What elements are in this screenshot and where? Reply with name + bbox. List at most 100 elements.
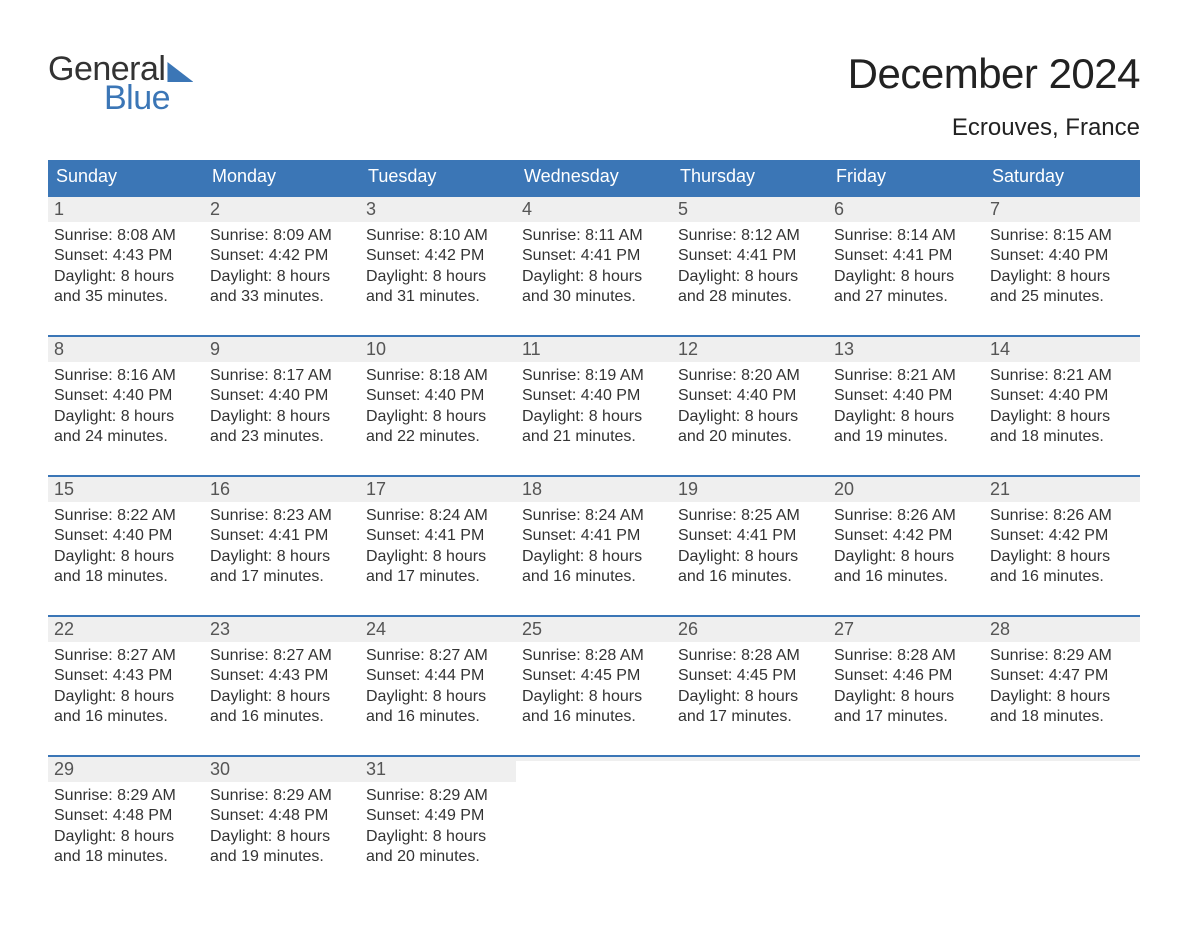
- day-number: 11: [516, 337, 672, 362]
- sunset-label: Sunset: 4:49 PM: [366, 806, 510, 826]
- day-number: 13: [828, 337, 984, 362]
- sunset-label: Sunset: 4:43 PM: [54, 666, 198, 686]
- day-body: Sunrise: 8:19 AMSunset: 4:40 PMDaylight:…: [516, 362, 672, 466]
- calendar-week: 22Sunrise: 8:27 AMSunset: 4:43 PMDayligh…: [48, 615, 1140, 755]
- calendar-week: 15Sunrise: 8:22 AMSunset: 4:40 PMDayligh…: [48, 475, 1140, 615]
- daylight-label-line2: and 25 minutes.: [990, 287, 1134, 307]
- sunrise-label: Sunrise: 8:29 AM: [54, 786, 198, 806]
- day-body: Sunrise: 8:16 AMSunset: 4:40 PMDaylight:…: [48, 362, 204, 466]
- calendar-day: 3Sunrise: 8:10 AMSunset: 4:42 PMDaylight…: [360, 197, 516, 335]
- calendar-week: 1Sunrise: 8:08 AMSunset: 4:43 PMDaylight…: [48, 195, 1140, 335]
- daylight-label-line2: and 16 minutes.: [834, 567, 978, 587]
- day-number: 31: [360, 757, 516, 782]
- daylight-label-line1: Daylight: 8 hours: [990, 547, 1134, 567]
- sunrise-label: Sunrise: 8:28 AM: [522, 646, 666, 666]
- day-body: Sunrise: 8:08 AMSunset: 4:43 PMDaylight:…: [48, 222, 204, 326]
- sunset-label: Sunset: 4:42 PM: [366, 246, 510, 266]
- daylight-label-line2: and 19 minutes.: [834, 427, 978, 447]
- day-body: Sunrise: 8:24 AMSunset: 4:41 PMDaylight:…: [516, 502, 672, 606]
- daylight-label-line2: and 16 minutes.: [366, 707, 510, 727]
- weekday-saturday: Saturday: [984, 160, 1140, 195]
- day-body: Sunrise: 8:15 AMSunset: 4:40 PMDaylight:…: [984, 222, 1140, 326]
- day-number: 17: [360, 477, 516, 502]
- day-number: 3: [360, 197, 516, 222]
- weekday-monday: Monday: [204, 160, 360, 195]
- day-number: 9: [204, 337, 360, 362]
- day-body: Sunrise: 8:20 AMSunset: 4:40 PMDaylight:…: [672, 362, 828, 466]
- sunrise-label: Sunrise: 8:26 AM: [834, 506, 978, 526]
- day-body: Sunrise: 8:28 AMSunset: 4:45 PMDaylight:…: [672, 642, 828, 746]
- sunset-label: Sunset: 4:41 PM: [522, 246, 666, 266]
- day-number: 25: [516, 617, 672, 642]
- brand-word-2: Blue: [104, 79, 193, 118]
- daylight-label-line2: and 16 minutes.: [210, 707, 354, 727]
- sunset-label: Sunset: 4:40 PM: [54, 386, 198, 406]
- day-number: 7: [984, 197, 1140, 222]
- day-body: Sunrise: 8:24 AMSunset: 4:41 PMDaylight:…: [360, 502, 516, 606]
- daylight-label-line2: and 21 minutes.: [522, 427, 666, 447]
- daylight-label-line2: and 16 minutes.: [522, 567, 666, 587]
- sunrise-label: Sunrise: 8:29 AM: [210, 786, 354, 806]
- weekday-wednesday: Wednesday: [516, 160, 672, 195]
- day-body: Sunrise: 8:26 AMSunset: 4:42 PMDaylight:…: [828, 502, 984, 606]
- day-body: Sunrise: 8:29 AMSunset: 4:48 PMDaylight:…: [48, 782, 204, 886]
- day-number: 29: [48, 757, 204, 782]
- sunrise-label: Sunrise: 8:14 AM: [834, 226, 978, 246]
- calendar-day: 7Sunrise: 8:15 AMSunset: 4:40 PMDaylight…: [984, 197, 1140, 335]
- day-body: Sunrise: 8:22 AMSunset: 4:40 PMDaylight:…: [48, 502, 204, 606]
- day-body: Sunrise: 8:11 AMSunset: 4:41 PMDaylight:…: [516, 222, 672, 326]
- day-body: Sunrise: 8:18 AMSunset: 4:40 PMDaylight:…: [360, 362, 516, 466]
- calendar-day: 2Sunrise: 8:09 AMSunset: 4:42 PMDaylight…: [204, 197, 360, 335]
- daylight-label-line2: and 28 minutes.: [678, 287, 822, 307]
- sunrise-label: Sunrise: 8:19 AM: [522, 366, 666, 386]
- calendar-day: 14Sunrise: 8:21 AMSunset: 4:40 PMDayligh…: [984, 337, 1140, 475]
- calendar-day: 11Sunrise: 8:19 AMSunset: 4:40 PMDayligh…: [516, 337, 672, 475]
- day-body: Sunrise: 8:21 AMSunset: 4:40 PMDaylight:…: [984, 362, 1140, 466]
- sunrise-label: Sunrise: 8:22 AM: [54, 506, 198, 526]
- sunset-label: Sunset: 4:42 PM: [210, 246, 354, 266]
- calendar-day: [516, 757, 672, 895]
- daylight-label-line1: Daylight: 8 hours: [366, 827, 510, 847]
- daylight-label-line1: Daylight: 8 hours: [678, 267, 822, 287]
- sunset-label: Sunset: 4:41 PM: [834, 246, 978, 266]
- sunrise-label: Sunrise: 8:15 AM: [990, 226, 1134, 246]
- calendar-day: 19Sunrise: 8:25 AMSunset: 4:41 PMDayligh…: [672, 477, 828, 615]
- daylight-label-line2: and 17 minutes.: [678, 707, 822, 727]
- day-body: Sunrise: 8:29 AMSunset: 4:49 PMDaylight:…: [360, 782, 516, 886]
- sunset-label: Sunset: 4:41 PM: [678, 526, 822, 546]
- daylight-label-line1: Daylight: 8 hours: [990, 267, 1134, 287]
- sunrise-label: Sunrise: 8:12 AM: [678, 226, 822, 246]
- daylight-label-line2: and 16 minutes.: [990, 567, 1134, 587]
- sunrise-label: Sunrise: 8:08 AM: [54, 226, 198, 246]
- sunrise-label: Sunrise: 8:26 AM: [990, 506, 1134, 526]
- daylight-label-line1: Daylight: 8 hours: [522, 687, 666, 707]
- sunrise-label: Sunrise: 8:25 AM: [678, 506, 822, 526]
- calendar-day: 15Sunrise: 8:22 AMSunset: 4:40 PMDayligh…: [48, 477, 204, 615]
- daylight-label-line2: and 20 minutes.: [366, 847, 510, 867]
- day-body: Sunrise: 8:28 AMSunset: 4:46 PMDaylight:…: [828, 642, 984, 746]
- sunrise-label: Sunrise: 8:21 AM: [834, 366, 978, 386]
- daylight-label-line1: Daylight: 8 hours: [210, 687, 354, 707]
- day-body: Sunrise: 8:26 AMSunset: 4:42 PMDaylight:…: [984, 502, 1140, 606]
- day-number: 18: [516, 477, 672, 502]
- daylight-label-line2: and 30 minutes.: [522, 287, 666, 307]
- daylight-label-line2: and 18 minutes.: [990, 707, 1134, 727]
- calendar-day: 8Sunrise: 8:16 AMSunset: 4:40 PMDaylight…: [48, 337, 204, 475]
- day-number: 24: [360, 617, 516, 642]
- sunrise-label: Sunrise: 8:09 AM: [210, 226, 354, 246]
- daylight-label-line2: and 16 minutes.: [678, 567, 822, 587]
- sunset-label: Sunset: 4:41 PM: [678, 246, 822, 266]
- sunset-label: Sunset: 4:43 PM: [54, 246, 198, 266]
- daylight-label-line2: and 33 minutes.: [210, 287, 354, 307]
- day-number: 27: [828, 617, 984, 642]
- daylight-label-line1: Daylight: 8 hours: [366, 267, 510, 287]
- sunset-label: Sunset: 4:45 PM: [678, 666, 822, 686]
- weekday-sunday: Sunday: [48, 160, 204, 195]
- calendar-day: 1Sunrise: 8:08 AMSunset: 4:43 PMDaylight…: [48, 197, 204, 335]
- day-body: Sunrise: 8:29 AMSunset: 4:48 PMDaylight:…: [204, 782, 360, 886]
- weekday-thursday: Thursday: [672, 160, 828, 195]
- calendar-day: 16Sunrise: 8:23 AMSunset: 4:41 PMDayligh…: [204, 477, 360, 615]
- calendar-day: 12Sunrise: 8:20 AMSunset: 4:40 PMDayligh…: [672, 337, 828, 475]
- sunrise-label: Sunrise: 8:21 AM: [990, 366, 1134, 386]
- sunrise-label: Sunrise: 8:18 AM: [366, 366, 510, 386]
